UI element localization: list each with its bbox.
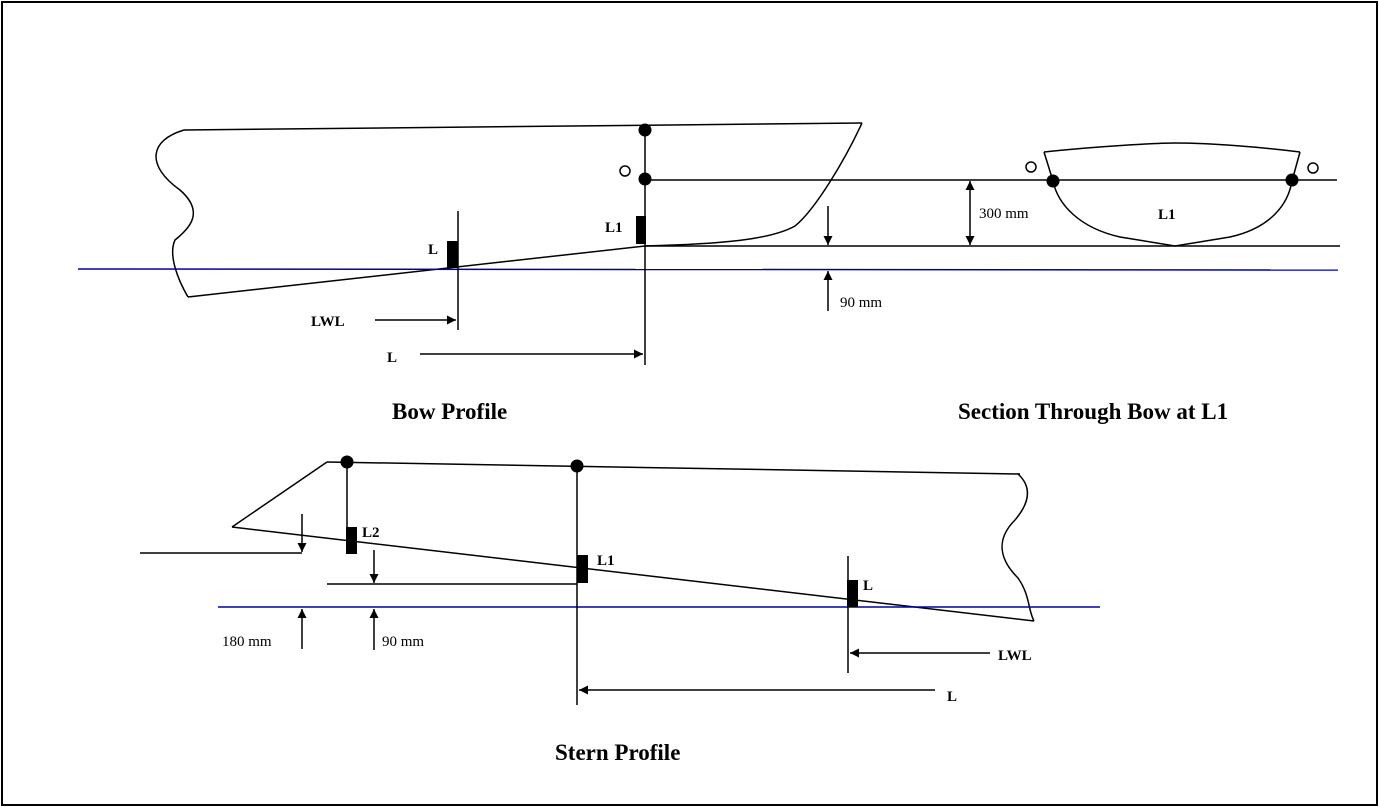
stern-l1-deck-point [570,459,584,473]
bow-300mm-point [638,172,652,186]
section-hull-outline [1052,180,1293,247]
bow-break-curve [155,129,194,298]
stern-profile-caption: Stern Profile [555,740,680,765]
stern-l1-mark [577,555,588,583]
bow-stem-curve [644,122,863,247]
stern-180mm-label: 180 mm [222,634,272,650]
section-right-point [1285,173,1299,187]
stern-bottom-line [231,526,1035,622]
bow-l1-label: L1 [605,220,623,236]
stern-l1-label: L1 [597,553,615,569]
stern-break-curve [1001,473,1035,622]
stern-l2-deck-point [340,455,354,469]
stern-l-mark [847,580,858,607]
stern-deck-line [326,461,1021,475]
section-caption: Section Through Bow at L1 [958,399,1228,424]
bow-profile: L1 L LWL L 300 mm 90 mm Bow Profile [77,122,1340,424]
bow-deck-line [183,122,863,131]
bow-section: L1 Section Through Bow at L1 [958,142,1319,424]
stern-length-label: L [947,689,957,705]
section-left-point [1046,174,1060,188]
bow-l-mark [447,241,458,268]
bow-profile-caption: Bow Profile [392,399,507,424]
bow-open-point [619,165,631,177]
bow-length-label: L [387,350,397,366]
stern-l2-mark [346,527,357,554]
bow-keel-line [187,245,646,298]
bow-lwl-label: LWL [311,314,345,330]
section-right-open-point [1307,162,1319,174]
stern-profile: L2 L1 L LWL L 180 mm 90 mm Stern Profile [140,455,1100,765]
bow-90mm-label: 90 mm [840,295,882,311]
section-l1-label: L1 [1158,207,1176,223]
section-deck-camber [1043,142,1301,153]
stern-transom-upper [231,461,328,528]
bow-300mm-label: 300 mm [979,206,1029,222]
bow-deck-point [638,123,652,137]
stern-lwl-label: LWL [998,648,1032,664]
section-left-open-point [1025,161,1037,173]
stern-90mm-label: 90 mm [382,634,424,650]
bow-l1-mark [636,216,646,244]
bow-waterline [77,268,1339,271]
bow-l-label: L [428,242,438,258]
stern-l2-label: L2 [362,525,380,541]
stern-l-label: L [863,578,873,594]
